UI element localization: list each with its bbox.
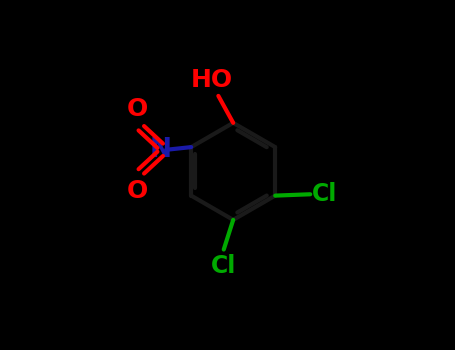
Text: Cl: Cl (211, 254, 237, 278)
Text: N: N (149, 137, 171, 163)
Text: O: O (126, 97, 148, 121)
Text: HO: HO (191, 68, 233, 92)
Text: O: O (126, 178, 148, 203)
Text: Cl: Cl (312, 182, 337, 206)
